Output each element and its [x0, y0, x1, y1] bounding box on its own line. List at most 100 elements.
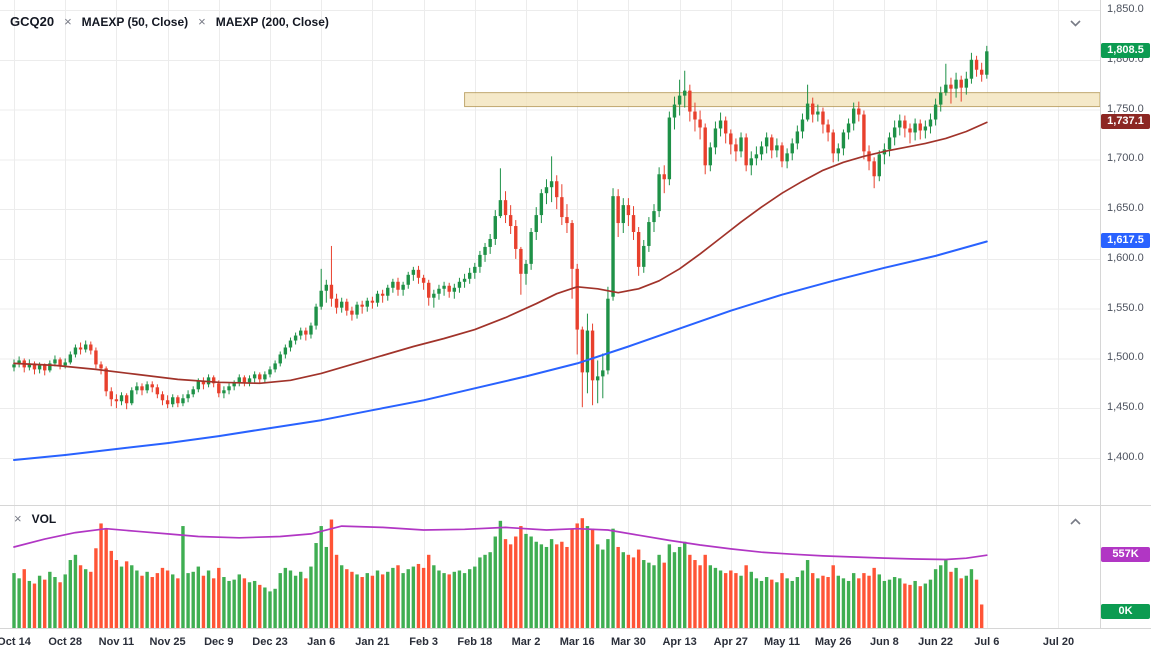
volume-bar — [831, 565, 835, 628]
volume-bar — [508, 544, 513, 628]
candle-body — [165, 400, 170, 405]
volume-bar — [652, 565, 656, 628]
volume-bar — [667, 544, 672, 628]
volume-bar — [544, 546, 549, 628]
candle-body — [32, 363, 37, 370]
volume-bar — [211, 578, 216, 628]
volume-bar — [575, 523, 579, 628]
candle-body — [969, 59, 974, 79]
candle-body — [580, 329, 585, 373]
volume-bar — [626, 554, 631, 628]
candle-body — [406, 274, 410, 285]
price-axis-label: 1,650.0 — [1107, 202, 1144, 215]
volume-bar — [334, 554, 339, 628]
candle-body — [529, 232, 533, 264]
volume-bar — [339, 565, 344, 628]
candle-body — [498, 200, 503, 217]
main-pane-legend: GCQ20 × MAEXP (50, Close) × MAEXP (200, … — [10, 14, 329, 29]
chevron-down-icon[interactable] — [1066, 14, 1084, 32]
candle-body — [816, 111, 820, 115]
volume-bar — [94, 548, 98, 628]
volume-bar — [672, 552, 677, 628]
close-icon[interactable]: × — [14, 511, 22, 526]
candle-body — [442, 285, 446, 289]
indicator-ma200-label[interactable]: MAEXP (200, Close) — [215, 14, 329, 29]
volume-indicator-label[interactable]: VOL — [31, 512, 57, 526]
candle-body — [258, 374, 262, 380]
candle-body — [647, 222, 651, 246]
candle-body — [375, 293, 380, 303]
candle-body — [73, 347, 78, 355]
close-icon[interactable]: × — [64, 13, 72, 29]
candle-body — [775, 145, 779, 151]
volume-bar — [974, 579, 979, 628]
volume-bar — [293, 575, 298, 628]
volume-bar — [140, 575, 144, 628]
volume-bar — [616, 546, 620, 628]
candle-body — [421, 277, 426, 283]
candle-body — [94, 350, 98, 365]
volume-bar — [411, 566, 416, 628]
candle-body — [432, 293, 436, 298]
time-axis-label: Feb 18 — [457, 636, 493, 648]
candle-body — [928, 119, 933, 127]
volume-bar — [923, 583, 928, 628]
volume-bar — [83, 569, 88, 628]
indicator-ma50-label[interactable]: MAEXP (50, Close) — [81, 14, 189, 29]
price-zone-rectangle[interactable] — [464, 92, 1101, 108]
volume-bar — [299, 571, 303, 628]
volume-bar — [642, 560, 646, 628]
candle-body — [979, 69, 984, 75]
volume-bar — [73, 554, 78, 628]
candle-body — [800, 119, 805, 132]
candle-body — [350, 310, 354, 315]
symbol-label[interactable]: GCQ20 — [10, 14, 55, 29]
volume-bar — [396, 565, 400, 628]
candle-body — [437, 288, 441, 294]
volume-bar — [493, 536, 497, 628]
candle-body — [360, 304, 364, 307]
volume-bar — [877, 574, 881, 628]
candle-body — [467, 272, 472, 279]
volume-bar — [109, 550, 113, 628]
volume-bar — [857, 578, 861, 628]
candle-body — [939, 92, 943, 105]
volume-bar — [32, 583, 37, 628]
time-axis-label: Oct 14 — [0, 636, 31, 648]
volume-bar — [258, 584, 262, 628]
volume-bar — [401, 573, 405, 628]
candle-body — [355, 304, 359, 315]
volume-bar — [560, 541, 564, 628]
candle-body — [380, 293, 385, 296]
volume-bar — [375, 570, 380, 628]
volume-bar — [58, 582, 62, 628]
volume-bar — [892, 577, 897, 628]
candle-body — [539, 193, 544, 216]
time-axis[interactable]: Oct 14 Oct 28 Nov 11 Nov 25 Dec 9 Dec 23 Jan 6… — [0, 628, 1151, 657]
volume-bar — [12, 573, 16, 628]
close-icon[interactable]: × — [198, 13, 206, 29]
candle-body — [534, 215, 538, 233]
candle-body — [329, 284, 334, 299]
volume-bar — [703, 554, 707, 628]
volume-bar — [473, 566, 477, 628]
price-axis[interactable]: 1,850.0 1,800.0 1,750.0 1,700.0 1,650.0 1,600… — [1100, 0, 1151, 628]
candle-body — [549, 181, 554, 188]
candle-body — [683, 90, 687, 96]
candle-body — [805, 103, 810, 120]
candle-body — [867, 151, 871, 162]
candle-body — [693, 111, 697, 120]
candle-body — [278, 354, 282, 364]
candle-body — [124, 395, 129, 404]
candle-body — [631, 215, 636, 233]
volume-bar — [370, 575, 375, 628]
volume-bar — [48, 571, 52, 628]
overlay-line — [13, 525, 988, 561]
volume-bar — [647, 562, 651, 628]
chevron-up-icon[interactable] — [1066, 512, 1084, 530]
volume-bar — [155, 573, 160, 628]
volume-bar — [165, 570, 170, 628]
chevron-down-glyph — [1069, 19, 1081, 27]
volume-bar — [811, 573, 815, 628]
